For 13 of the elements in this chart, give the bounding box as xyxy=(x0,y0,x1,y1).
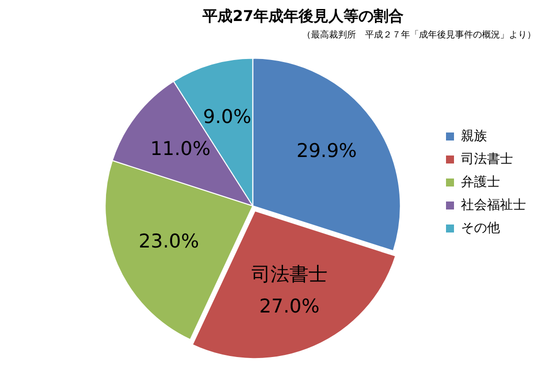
legend-label: 親族 xyxy=(461,128,487,144)
legend-label: その他 xyxy=(461,220,500,236)
slice-label: 司法書士 xyxy=(251,264,328,286)
chart-subtitle: （最高裁判所 平成２７年「成年後見事件の概況」より） xyxy=(302,30,536,41)
data-label: 9.0% xyxy=(203,106,252,128)
data-label: 29.9% xyxy=(296,140,357,162)
legend-label: 弁護士 xyxy=(461,174,500,190)
data-label: 11.0% xyxy=(150,138,211,160)
legend-label: 司法書士 xyxy=(461,152,513,167)
data-label: 27.0% xyxy=(259,296,320,318)
chart-title: 平成27年成年後見人等の割合 xyxy=(202,6,404,25)
data-label: 23.0% xyxy=(138,230,200,252)
legend-label: 社会福祉士 xyxy=(461,198,526,213)
